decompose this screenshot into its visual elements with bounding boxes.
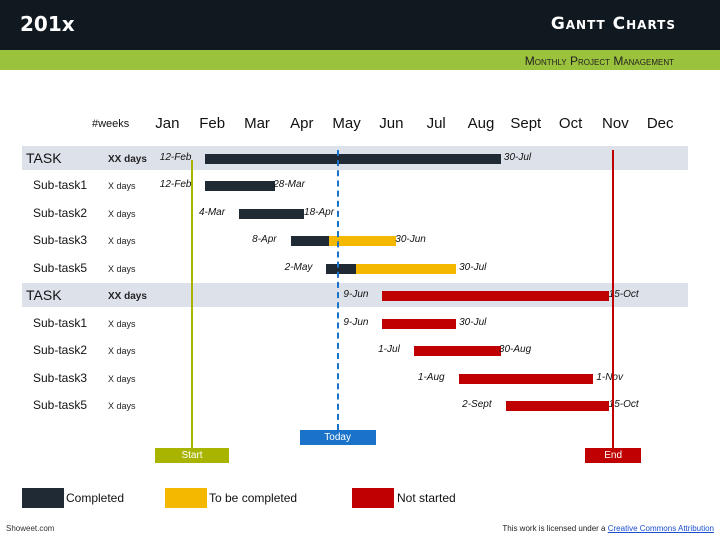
- month-label: Nov: [602, 115, 629, 132]
- row-label: Sub-task1: [33, 178, 88, 192]
- legend-label: Not started: [397, 491, 456, 505]
- bar-end-label: 15-Oct: [608, 399, 639, 410]
- marker-line: [336, 150, 339, 430]
- row-label: TASK: [26, 150, 62, 166]
- marker-line: [612, 150, 615, 448]
- bar-end-label: 15-Oct: [608, 289, 639, 300]
- row-label: TASK: [26, 287, 62, 303]
- row-label: Sub-task3: [33, 233, 88, 247]
- bar-end-label: 18-Apr: [304, 207, 335, 218]
- chart-title: Gantt Charts: [550, 14, 676, 34]
- bar-to_be_completed: [355, 264, 457, 274]
- bar-start-label: 12-Feb: [159, 179, 192, 190]
- bar-start-label: 4-Mar: [198, 207, 226, 218]
- bar-to_be_completed: [328, 236, 396, 246]
- bar-end-label: 28-Mar: [273, 179, 305, 190]
- legend-label: To be completed: [209, 491, 298, 505]
- marker-tag: Start: [155, 448, 230, 463]
- bar-start-label: 1-Jul: [378, 344, 400, 355]
- legend-swatch: [352, 488, 394, 508]
- footer-license: This work is licensed under a Creative C…: [502, 524, 714, 533]
- row-label: Sub-task3: [33, 371, 88, 385]
- row-days: X days: [108, 401, 136, 411]
- month-label: May: [332, 115, 361, 132]
- bar-not_started: [505, 401, 609, 411]
- month-label: Apr: [290, 115, 314, 132]
- bar-start-label: 8-Apr: [252, 234, 277, 245]
- month-label: Jul: [426, 115, 446, 132]
- month-label: Dec: [646, 115, 674, 132]
- bar-start-label: 1-Aug: [417, 372, 445, 383]
- bar-not_started: [382, 291, 609, 301]
- row-label: Sub-task5: [33, 398, 88, 412]
- marker-tag: End: [585, 448, 642, 463]
- accent-band: [0, 50, 720, 70]
- month-label: Mar: [244, 115, 270, 132]
- year-title: 201x: [20, 12, 75, 36]
- marker-line: [191, 160, 194, 448]
- bar-end-label: 30-Jul: [503, 152, 532, 163]
- bar-start-label: 2-Sept: [462, 399, 492, 410]
- row-label: Sub-task2: [33, 206, 88, 220]
- header-bar: 201x Gantt Charts: [0, 0, 720, 50]
- month-label: Jan: [155, 115, 180, 132]
- license-text: This work is licensed under a: [502, 524, 608, 533]
- bar-completed: [205, 181, 275, 191]
- bar-start-label: 12-Feb: [159, 152, 192, 163]
- row-days: X days: [108, 236, 136, 246]
- row-days: X days: [108, 209, 136, 219]
- bar-end-label: 30-Jul: [459, 317, 487, 328]
- month-label: Jun: [379, 115, 404, 132]
- license-link[interactable]: Creative Commons Attribution: [607, 524, 714, 533]
- footer-source[interactable]: Showeet.com: [6, 524, 55, 533]
- month-label: Sept: [510, 115, 542, 132]
- legend-swatch: [165, 488, 207, 508]
- row-days: X days: [108, 374, 136, 384]
- bar-not_started: [382, 319, 457, 329]
- row-label: Sub-task5: [33, 261, 88, 275]
- row-days: X days: [108, 264, 136, 274]
- bar-end-label: 30-Jul: [459, 262, 487, 273]
- row-days: X days: [108, 319, 136, 329]
- row-label: Sub-task1: [33, 316, 88, 330]
- bar-not_started: [413, 346, 502, 356]
- bar-end-label: 30-Jun: [395, 234, 426, 245]
- bar-not_started: [458, 374, 593, 384]
- legend-swatch: [22, 488, 64, 508]
- bar-start-label: 9-Jun: [343, 317, 369, 328]
- bar-start-label: 9-Jun: [343, 289, 369, 300]
- marker-tag: Today: [299, 430, 376, 445]
- month-label: Feb: [199, 115, 226, 132]
- row-days: X days: [108, 346, 136, 356]
- subtitle: Monthly Project Management: [524, 54, 674, 68]
- bar-end-label: 1-Nov: [596, 372, 623, 383]
- row-days: XX days: [108, 154, 147, 165]
- bar-start-label: 2-May: [284, 262, 313, 273]
- bar-completed: [239, 209, 305, 219]
- weeks-header: #weeks: [92, 118, 130, 130]
- row-days: X days: [108, 181, 136, 191]
- row-label: Sub-task2: [33, 343, 88, 357]
- bar-completed: [326, 264, 356, 274]
- bar-completed: [205, 154, 502, 164]
- bar-end-label: 30-Aug: [498, 344, 532, 355]
- bar-completed: [290, 236, 329, 246]
- month-label: Aug: [467, 115, 495, 132]
- month-label: Oct: [558, 115, 583, 132]
- legend-label: Completed: [66, 491, 125, 505]
- row-days: XX days: [108, 291, 147, 302]
